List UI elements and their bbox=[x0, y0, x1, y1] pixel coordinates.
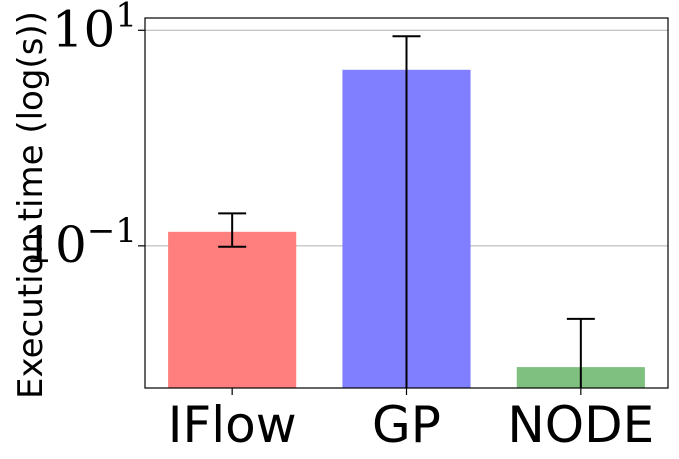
y-axis-ticks: 101 10−1 bbox=[23, 0, 145, 274]
y-tick-label-1: 10−1 bbox=[23, 211, 137, 274]
x-tick-label-gp: GP bbox=[372, 396, 441, 454]
y-axis-label: Execution time (log(s)) bbox=[11, 11, 51, 399]
bar-iflow bbox=[168, 231, 297, 388]
error-bars bbox=[218, 35, 595, 388]
y-tick-label-0: 101 bbox=[52, 0, 137, 58]
x-axis-ticks: IFlow GP NODE bbox=[168, 388, 654, 454]
x-tick-label-iflow: IFlow bbox=[168, 396, 297, 454]
x-tick-label-node: NODE bbox=[507, 396, 654, 454]
